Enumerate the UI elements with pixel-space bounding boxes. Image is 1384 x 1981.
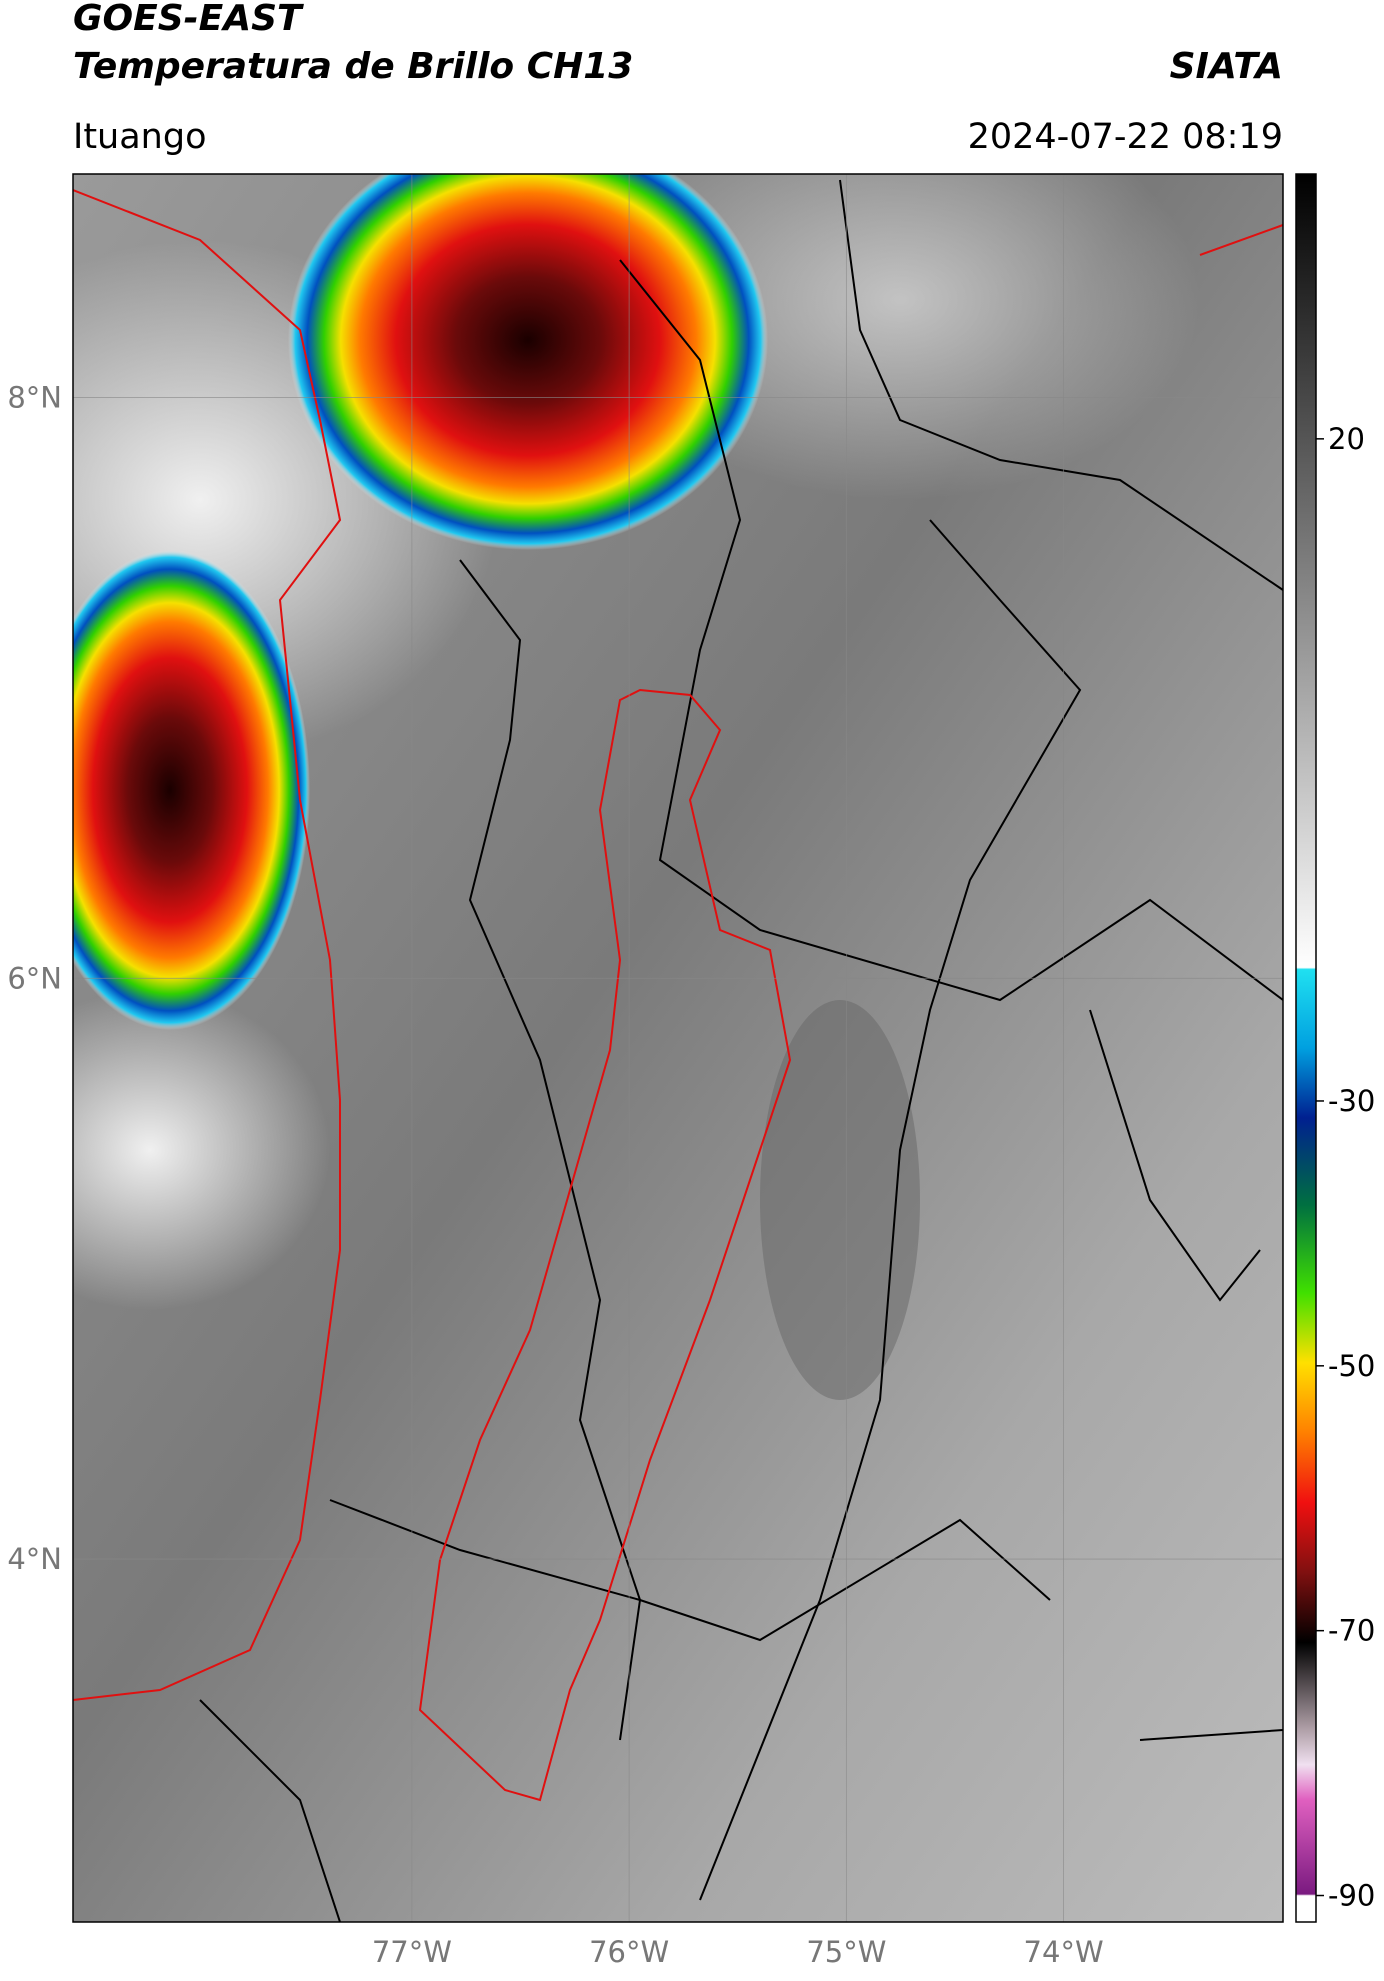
y-tick-label: 6°N [7,961,62,995]
x-tick-label: 75°W [806,1935,886,1969]
timestamp: 2024-07-22 08:19 [968,117,1283,157]
y-tick-label: 4°N [7,1542,62,1576]
colorbar [1295,173,1317,1923]
subtitle: Temperatura de Brillo CH13 [73,46,633,87]
grid [73,174,1283,1922]
source: SIATA [1170,46,1283,87]
colorbar-tick-label: -70 [1328,1614,1375,1648]
colorbar-tick-label: -50 [1328,1349,1375,1383]
x-tick-label: 77°W [372,1935,452,1969]
x-tick-label: 76°W [589,1935,669,1969]
x-tick-label: 74°W [1024,1935,1104,1969]
colorbar-tick-label: -90 [1328,1879,1375,1913]
title: GOES-EAST [73,0,304,39]
location: Ituango [73,117,207,157]
map-frame [72,173,1284,1923]
colorbar-tick-label: 20 [1328,422,1365,456]
colorbar-tick-label: -30 [1328,1084,1375,1118]
y-tick-label: 8°N [7,381,62,415]
satellite-image [73,174,1283,1922]
